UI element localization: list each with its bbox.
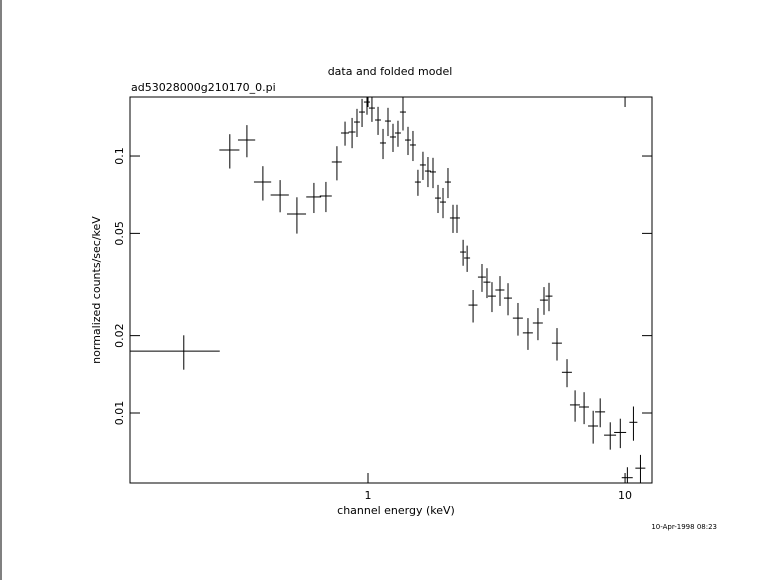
x-tick-label: 10: [618, 489, 632, 502]
y-tick-label: 0.1: [113, 147, 126, 165]
timestamp: 10-Apr-1998 08:23: [651, 523, 717, 531]
x-tick-label: 1: [365, 489, 372, 502]
y-axis-label: normalized counts/sec/keV: [90, 216, 103, 364]
chart-title: data and folded model: [328, 65, 453, 78]
x-axis-label: channel energy (keV): [337, 504, 455, 517]
data-points: [130, 97, 646, 483]
chart-subtitle: ad53028000g210170_0.pi: [131, 81, 276, 94]
y-tick-label: 0.01: [113, 401, 126, 426]
plot-frame: [129, 96, 653, 484]
y-tick-label: 0.02: [113, 323, 126, 348]
y-tick-label: 0.05: [113, 221, 126, 246]
